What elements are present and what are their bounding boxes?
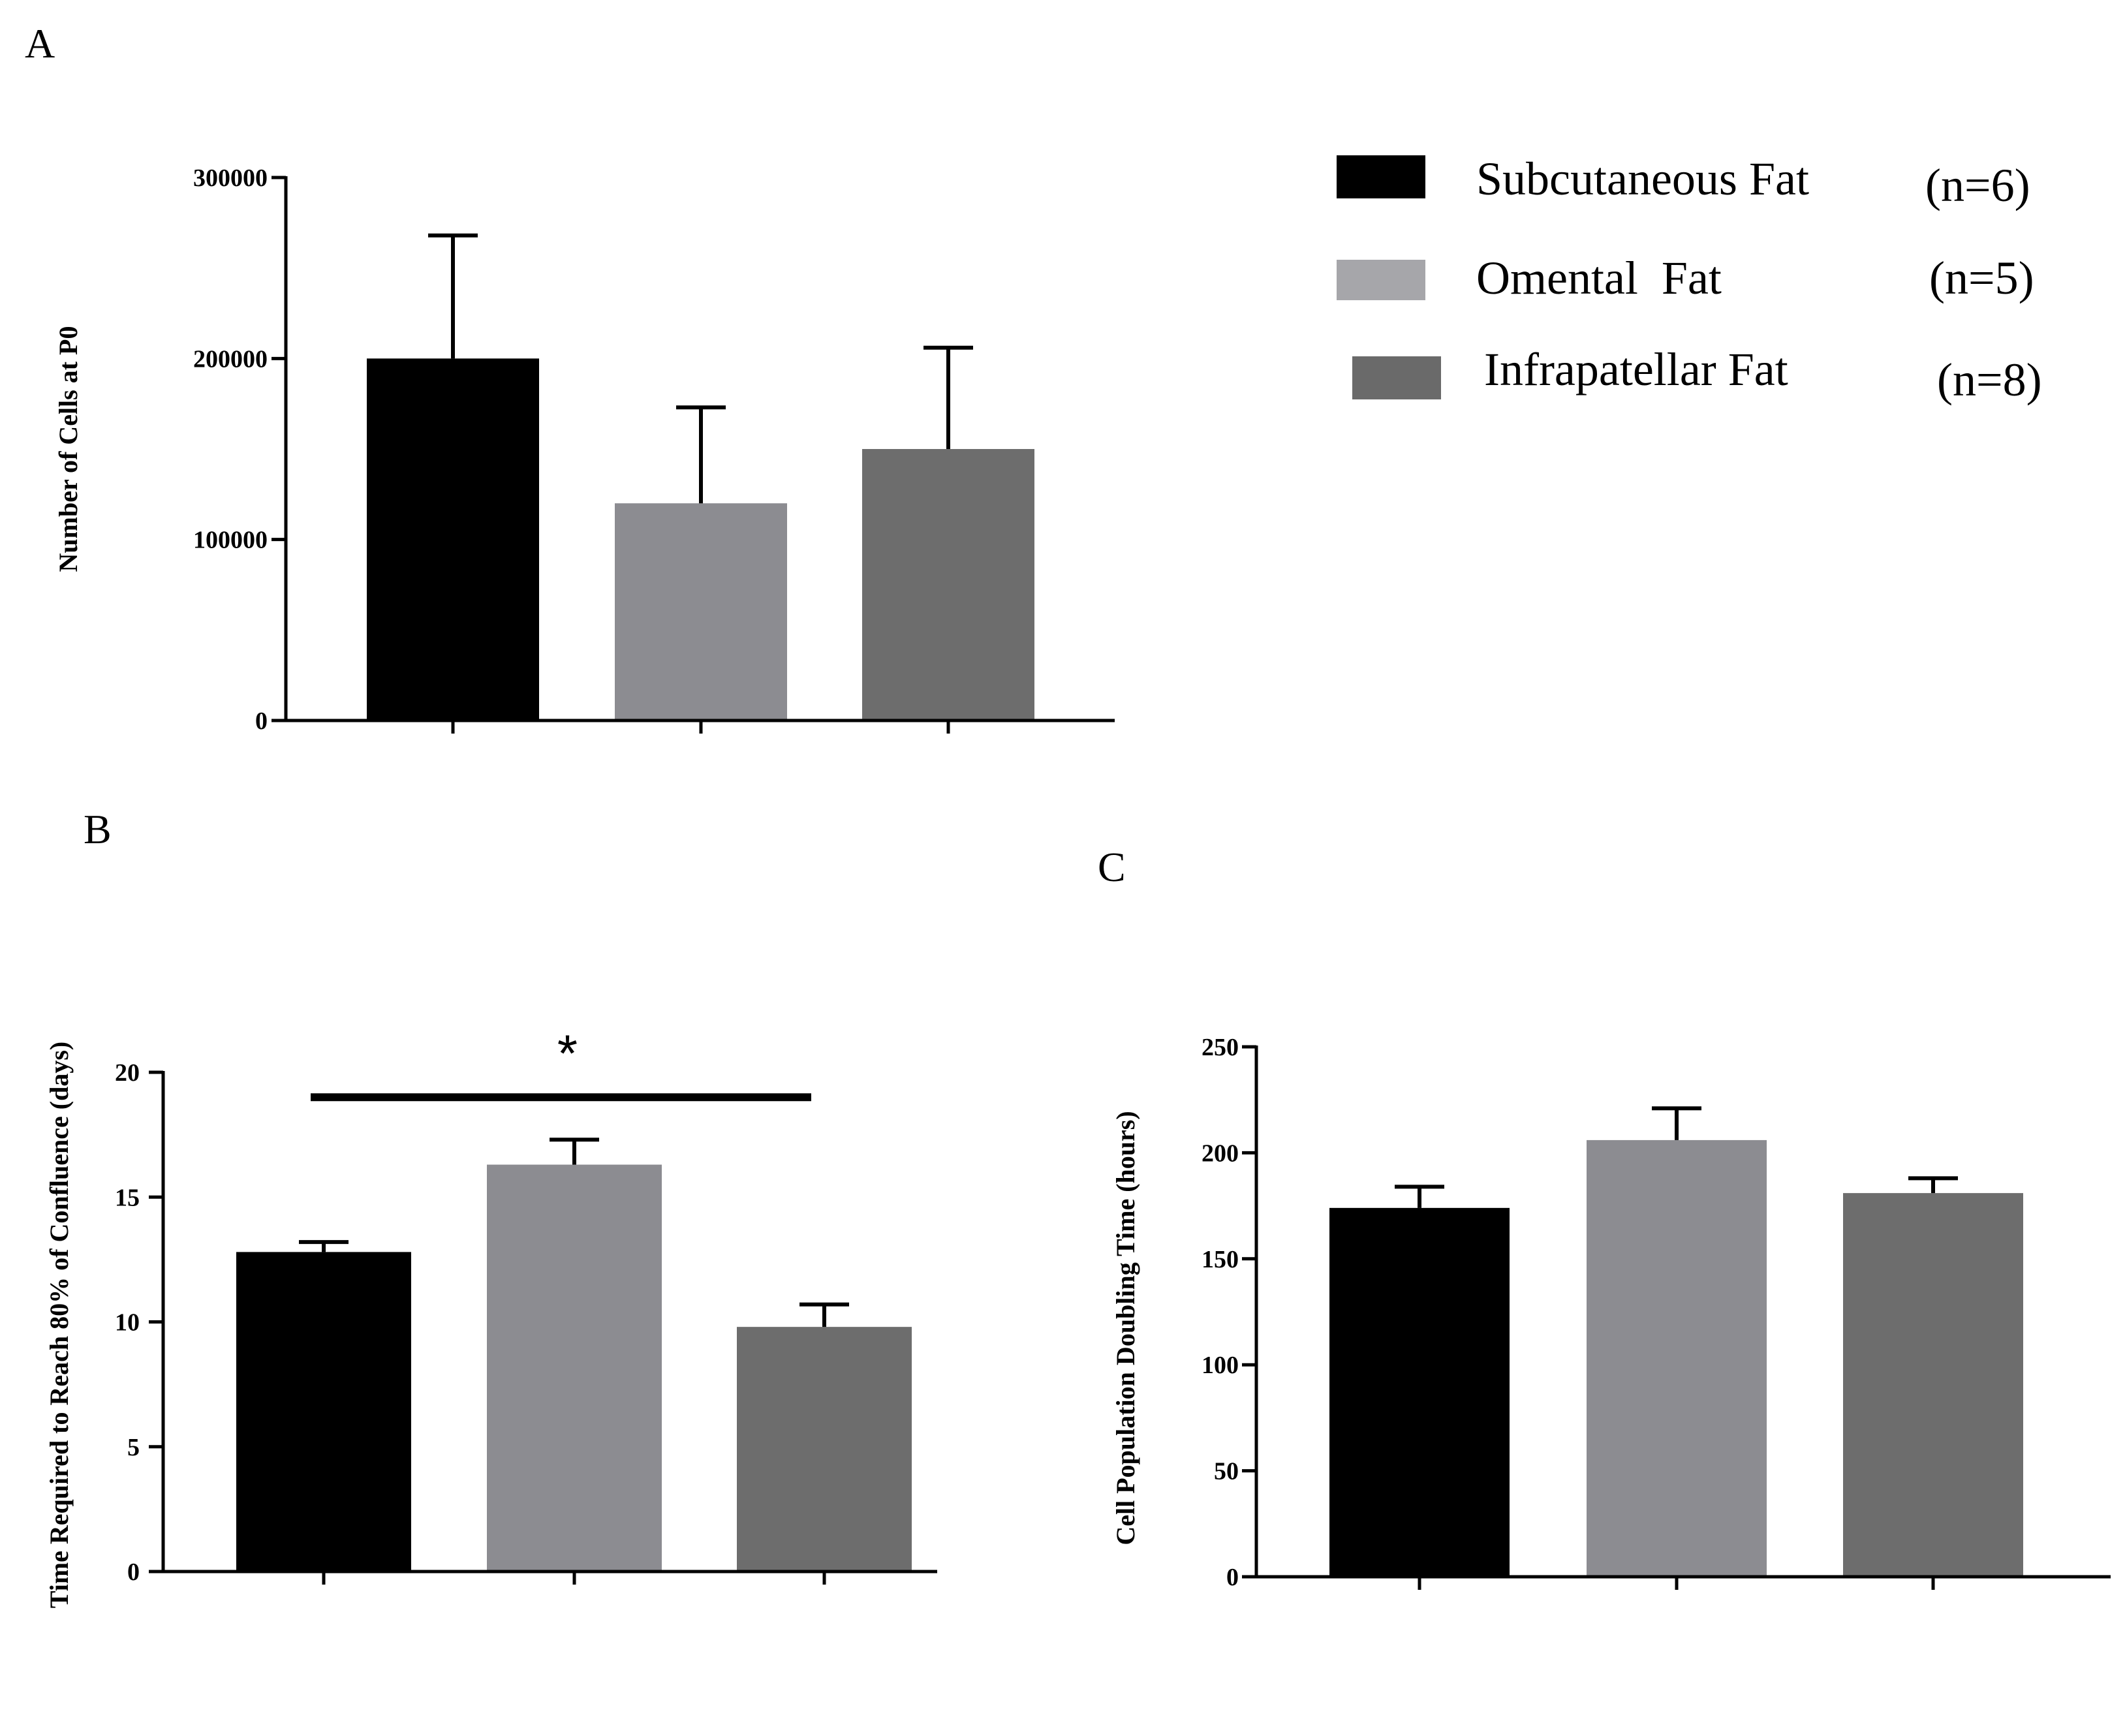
y-tick-label: 0: [1226, 1564, 1239, 1591]
significance-label: *: [557, 1024, 578, 1082]
bar-3: [1843, 1193, 2023, 1577]
legend-label-subcutaneous: Subcutaneous Fat: [1476, 153, 1809, 205]
y-axis-title: Time Required to Reach 80% of Confluence…: [44, 1042, 74, 1608]
bar-2: [487, 1164, 662, 1572]
legend-label-omental: Omental Fat: [1476, 252, 1722, 304]
y-tick-label: 200: [1202, 1139, 1239, 1167]
bar-3: [737, 1327, 912, 1572]
bar-1: [236, 1252, 411, 1572]
bar-2: [1587, 1139, 1767, 1577]
chart-c: 0 50 100 150 200 250 Cell Population Doubling …: [1111, 1034, 2111, 1591]
bar-1: [1329, 1207, 1510, 1577]
y-tick-label: 100000: [193, 527, 268, 554]
legend-swatch-infrapatellar: [1352, 356, 1441, 399]
y-tick-label: 150: [1202, 1246, 1239, 1273]
y-tick-label: 10: [115, 1309, 140, 1337]
y-tick-label: 100: [1202, 1352, 1239, 1379]
y-tick-label: 0: [255, 707, 268, 735]
panel-b-letter: B: [84, 806, 112, 852]
legend: Subcutaneous Fat (n=6) Omental Fat (n=5)…: [1337, 153, 2042, 406]
legend-label-infrapatellar: Infrapatellar Fat: [1484, 343, 1788, 395]
bar-1: [367, 358, 539, 721]
y-axis-title: Number of Cells at P0: [54, 326, 83, 572]
y-tick-label: 5: [127, 1434, 140, 1461]
y-tick-label: 20: [115, 1059, 140, 1087]
chart-a: 0 100000 200000 300000 Number of Cells at P0: [54, 164, 1115, 735]
legend-n-subcutaneous: (n=6): [1925, 159, 2030, 211]
y-tick-label: 0: [127, 1558, 140, 1586]
y-tick-label: 50: [1214, 1458, 1239, 1485]
y-axis-title: Cell Population Doubling Time (hours): [1111, 1111, 1140, 1545]
legend-swatch-omental: [1337, 260, 1425, 300]
y-tick-label: 200000: [193, 345, 268, 373]
legend-swatch-subcutaneous: [1337, 155, 1425, 198]
legend-n-infrapatellar: (n=8): [1937, 354, 2042, 406]
y-tick-label: 15: [115, 1184, 140, 1211]
y-tick-label: 300000: [193, 164, 268, 192]
y-tick-label: 250: [1202, 1034, 1239, 1061]
panel-c-letter: C: [1098, 844, 1126, 890]
bar-2: [615, 503, 787, 721]
legend-n-omental: (n=5): [1929, 252, 2034, 304]
panel-a-letter: A: [25, 20, 55, 67]
chart-b: 0 5 10 15 20 Time Required to Reach 80% of Co…: [44, 1024, 937, 1608]
bar-3: [862, 449, 1034, 721]
